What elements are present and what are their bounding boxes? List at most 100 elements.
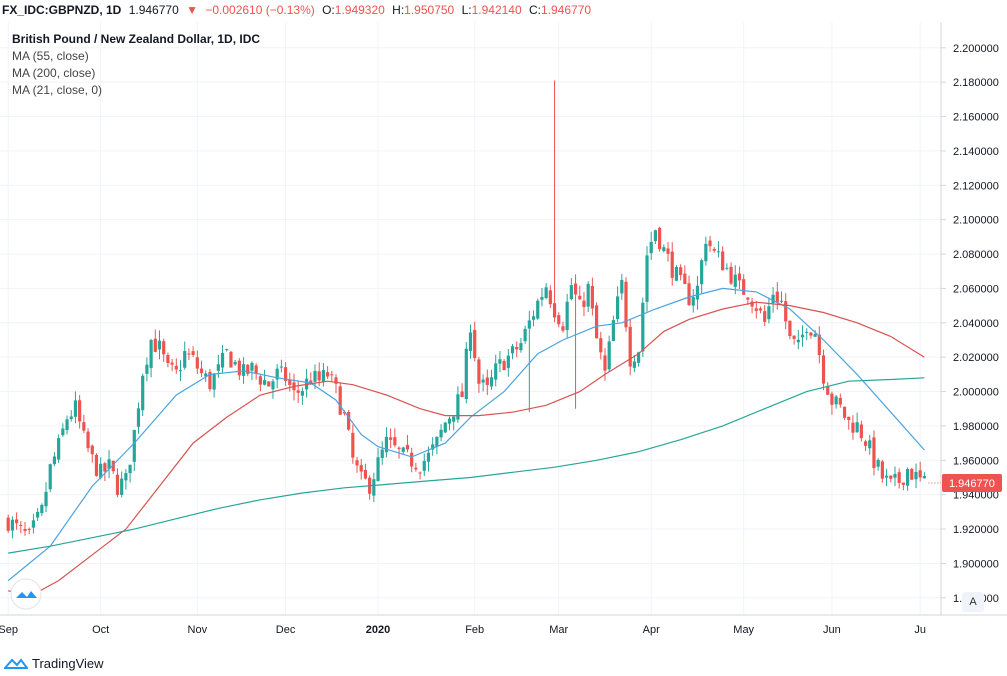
candle-body (178, 370, 183, 372)
candle-body (624, 281, 628, 328)
time-axis[interactable]: Sep Oct Nov Dec 2020 Feb Mar Apr May Jun Ju (0, 624, 926, 636)
candle-body (531, 316, 536, 320)
candle-body (889, 475, 893, 479)
y-tick-label: 2.000000 (953, 387, 999, 399)
candle-body (376, 457, 380, 481)
open-label: O: (322, 3, 335, 17)
candle-body (317, 371, 321, 381)
candle-body (826, 386, 830, 395)
y-tick-label: 2.160000 (953, 112, 999, 124)
legend-title: British Pound / New Zealand Dollar, 1D, … (12, 32, 261, 46)
candle-body (863, 441, 868, 446)
candle-body (481, 379, 485, 383)
candle-body (191, 351, 195, 356)
candle-body (384, 436, 389, 453)
candle-body (258, 376, 262, 385)
candle-body (397, 447, 401, 449)
close-value: 1.946770 (541, 3, 592, 17)
candle-body (897, 472, 901, 483)
legend-ma-21[interactable]: MA (21, close, 0) (12, 83, 103, 97)
candle-body (737, 273, 742, 281)
candle-body (435, 436, 439, 447)
candle-body (40, 504, 44, 514)
symbol-label[interactable]: FX_IDC:GBPNZD, 1D (2, 3, 122, 17)
x-tick-label: Oct (92, 624, 109, 636)
candle-body (494, 363, 498, 380)
candle-body (90, 445, 94, 455)
candle-body (561, 326, 565, 331)
y-tick-label: 2.200000 (953, 43, 999, 55)
low-label: L: (461, 3, 472, 17)
candle-body (796, 339, 800, 343)
candle-body (695, 285, 700, 300)
candle-body (262, 380, 267, 385)
candle-body (86, 431, 90, 449)
auto-scale-button[interactable]: A (962, 592, 984, 612)
candle-body (418, 472, 422, 474)
candle-body (321, 370, 326, 383)
candle-body (599, 338, 603, 353)
candle-body (48, 464, 52, 490)
candle-body (645, 255, 649, 302)
candle-body (233, 361, 237, 365)
chart-grid (0, 22, 941, 615)
y-tick-label: 1.940000 (953, 490, 999, 502)
candle-body (380, 449, 384, 458)
symbol-header-bar: FX_IDC:GBPNZD, 1D 1.946770 ▼ −0.002610 (… (0, 0, 1007, 22)
candle-body (489, 377, 494, 387)
chart-logo-icon[interactable] (10, 578, 42, 610)
last-price-tag (942, 474, 1002, 493)
down-arrow-icon: ▼ (186, 3, 198, 17)
candle-body (477, 359, 481, 384)
candle-body (19, 524, 23, 526)
y-tick-label: 2.040000 (953, 318, 999, 330)
candle-body (389, 437, 393, 440)
x-tick-label: Jun (823, 624, 841, 636)
last-price-label: 1.946770 (928, 474, 1002, 493)
candle-body (905, 469, 910, 486)
legend-ma-200[interactable]: MA (200, close) (12, 66, 96, 80)
candle-body (859, 424, 863, 439)
x-tick-label: Nov (188, 624, 208, 636)
candle-body (893, 474, 897, 478)
candle-body (468, 332, 473, 351)
candle-body (279, 366, 283, 368)
price-axis[interactable]: 2.200000 2.180000 2.160000 2.140000 2.120000… (941, 43, 999, 605)
candle-body (65, 419, 69, 431)
candle-body (502, 361, 506, 371)
candle-body (237, 360, 241, 376)
candle-body (733, 274, 737, 287)
candle-body (94, 454, 99, 476)
candle-body (103, 463, 107, 472)
price-chart[interactable]: 2.200000 2.180000 2.160000 2.140000 2.120000… (0, 22, 1007, 650)
candle-body (573, 283, 578, 295)
candle-body (914, 471, 918, 480)
candle-body (872, 437, 876, 468)
x-tick-label: 2020 (366, 624, 390, 636)
candle-body (309, 380, 313, 384)
candle-body (918, 470, 922, 478)
open-value: 1.949320 (334, 3, 385, 17)
candle-body (401, 447, 405, 452)
candle-body (674, 267, 679, 281)
candle-body (536, 300, 540, 319)
candle-body (653, 230, 658, 242)
candle-body (758, 308, 763, 311)
candle-body (157, 340, 162, 350)
candle-body (162, 341, 166, 355)
candle-body (763, 311, 767, 322)
candle-body (540, 297, 544, 300)
y-tick-label: 1.900000 (953, 558, 999, 570)
legend-ma-55[interactable]: MA (55, close) (12, 49, 89, 63)
candle-body (107, 459, 111, 469)
candle-body (141, 375, 145, 411)
candle-body (195, 357, 199, 369)
candle-body (99, 463, 103, 478)
candle-body (288, 379, 292, 386)
candle-body (750, 301, 754, 307)
footer-brand[interactable]: TradingView (4, 653, 104, 673)
candle-body (334, 377, 338, 384)
candle-body (115, 474, 120, 495)
candle-body (729, 266, 733, 284)
x-tick-label: Mar (549, 624, 568, 636)
